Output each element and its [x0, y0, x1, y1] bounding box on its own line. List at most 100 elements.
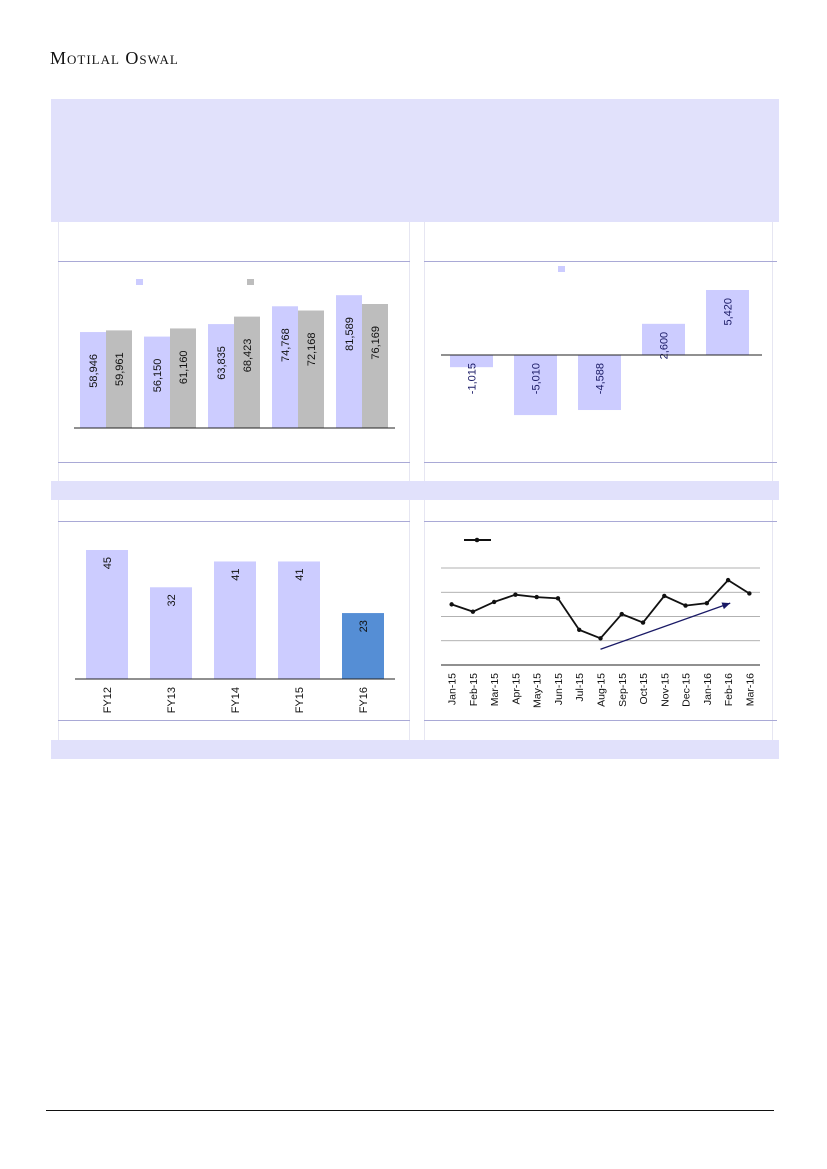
panel-divider	[58, 222, 59, 481]
panel-divider	[772, 500, 773, 740]
data-label: 68,423	[242, 339, 254, 373]
x-tick-label: FY13	[166, 687, 178, 713]
trend-arrowhead	[721, 602, 731, 610]
data-label: 74,768	[280, 328, 292, 362]
x-tick-label: FY15	[294, 687, 306, 713]
legend-swatch	[558, 266, 565, 272]
bar-series-2	[298, 310, 324, 428]
data-label: 72,168	[306, 333, 318, 367]
chart1-bottom-rule	[58, 462, 410, 463]
data-label: 81,589	[344, 317, 356, 351]
data-label: -4,588	[595, 363, 607, 394]
section-band	[51, 740, 779, 759]
x-tick-label: Mar-15	[489, 673, 501, 706]
brand-logo: Motilal Oswal	[50, 48, 179, 68]
data-label: 32	[166, 594, 178, 606]
x-tick-label: Oct-15	[638, 673, 650, 705]
data-label: 58,946	[88, 354, 100, 388]
bar-series-2	[170, 328, 196, 428]
chart4-bottom-rule	[424, 720, 777, 721]
data-label: 56,150	[152, 359, 164, 393]
bar	[86, 550, 128, 679]
data-label: 41	[230, 568, 242, 580]
x-tick-label: Feb-16	[723, 673, 735, 706]
x-tick-label: May-15	[532, 673, 544, 708]
data-point	[683, 603, 688, 608]
x-tick-label: FY12	[102, 687, 114, 713]
data-point	[598, 636, 603, 641]
bar	[150, 587, 192, 679]
legend-swatch	[136, 279, 143, 285]
x-tick-label: Jan-16	[702, 673, 714, 705]
data-point	[747, 591, 752, 596]
chart3-bottom-rule	[58, 720, 410, 721]
data-label: -5,010	[531, 363, 543, 394]
bar	[578, 355, 621, 411]
bar-series-1	[80, 332, 106, 428]
data-point	[704, 600, 710, 606]
x-tick-label: Sep-15	[617, 673, 629, 707]
footer-rule	[46, 1110, 774, 1111]
bar-series-1	[336, 295, 362, 428]
data-point	[577, 627, 582, 633]
chart1-top-rule	[58, 261, 410, 262]
series-line	[451, 578, 750, 640]
legend-marker	[474, 537, 480, 543]
x-tick-label: Jul-15	[574, 673, 586, 702]
bar	[514, 355, 557, 416]
chart3-top-rule	[58, 521, 410, 522]
data-point	[470, 609, 476, 614]
x-tick-label: FY14	[230, 687, 242, 713]
x-tick-label: Apr-15	[510, 673, 522, 705]
bar-series-2	[106, 330, 132, 428]
bar-series-1	[208, 324, 234, 428]
bar	[642, 323, 685, 355]
data-label: 59,961	[114, 352, 126, 386]
data-label: -1,015	[467, 363, 479, 394]
header-banner	[51, 99, 779, 222]
x-tick-label: Jun-15	[553, 673, 565, 705]
data-point	[534, 594, 539, 600]
bar	[706, 290, 749, 355]
data-label: 41	[294, 568, 306, 580]
chart2-bottom-rule	[424, 462, 777, 463]
x-tick-label: FY16	[358, 687, 370, 713]
data-point	[662, 593, 667, 599]
data-point	[640, 620, 646, 625]
x-tick-label: Dec-15	[681, 673, 693, 707]
data-label: 5,420	[723, 298, 735, 326]
section-band	[51, 481, 779, 500]
x-tick-label: Aug-15	[596, 673, 608, 707]
bar-series-2	[234, 316, 260, 428]
data-point	[491, 599, 497, 605]
data-point	[619, 611, 624, 617]
data-label: 45	[102, 557, 114, 569]
panel-divider	[424, 222, 425, 481]
x-tick-label: Mar-16	[744, 673, 756, 706]
chart4-top-rule	[424, 521, 777, 522]
bar-series-1	[272, 306, 298, 428]
data-point	[725, 577, 731, 583]
data-point	[449, 602, 454, 607]
bar-series-2	[362, 304, 388, 428]
data-label: 61,160	[178, 350, 190, 384]
bar	[450, 355, 493, 368]
data-label: 2,600	[659, 332, 671, 360]
bar-series-1	[144, 336, 170, 428]
panel-divider	[424, 500, 425, 740]
panel-divider	[409, 500, 410, 740]
x-tick-label: Jan-15	[447, 673, 459, 705]
panel-divider	[409, 222, 410, 481]
bar	[278, 561, 320, 679]
panel-divider	[772, 222, 773, 481]
data-label: 63,835	[216, 346, 228, 380]
x-tick-label: Nov-15	[659, 673, 671, 707]
data-label: 76,169	[370, 326, 382, 360]
legend-swatch	[247, 279, 254, 285]
data-point	[513, 592, 518, 597]
panel-divider	[58, 500, 59, 740]
